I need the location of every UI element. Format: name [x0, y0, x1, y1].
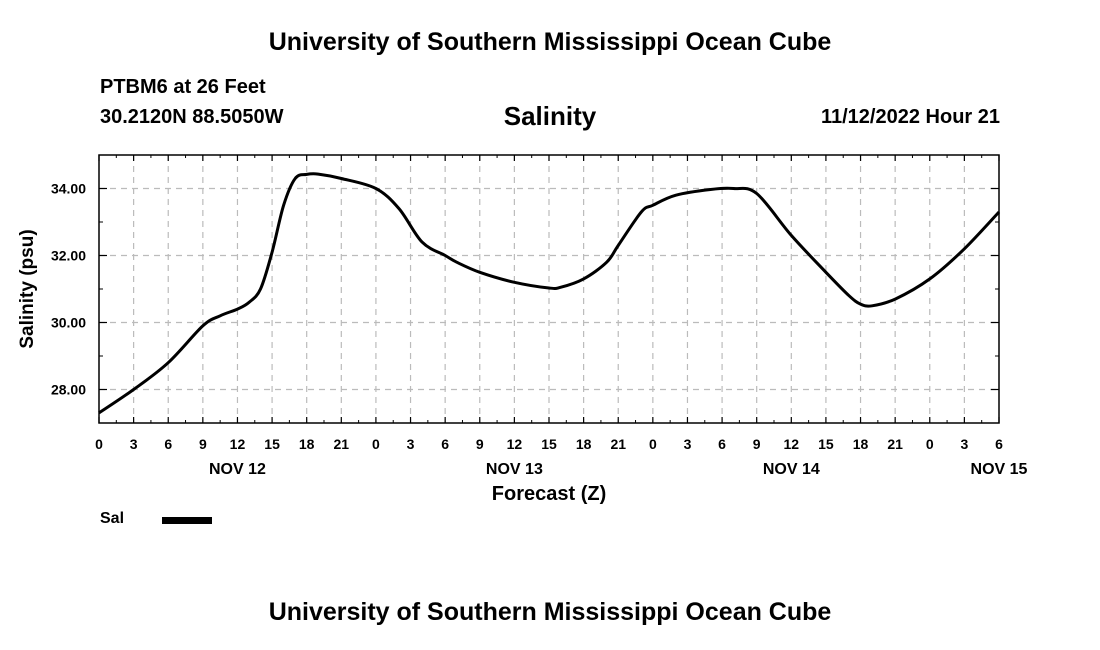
x-tick-label: 0 [95, 436, 103, 452]
x-tick-label: 9 [199, 436, 207, 452]
x-tick-label: 15 [541, 436, 557, 452]
x-tick-label: 9 [753, 436, 761, 452]
x-tick-label: 6 [441, 436, 449, 452]
x-tick-label: 3 [407, 436, 415, 452]
x-tick-label: 3 [130, 436, 138, 452]
header-title: University of Southern Mississippi Ocean… [268, 28, 832, 56]
x-tick-label: 9 [476, 436, 484, 452]
x-tick-label: 21 [610, 436, 626, 452]
datetime-label: 11/12/2022 Hour 21 [820, 106, 1000, 128]
series-group [98, 172, 1001, 415]
x-tick-label: 12 [230, 436, 246, 452]
x-tick-label: 0 [372, 436, 380, 452]
x-tick-label: 18 [853, 436, 869, 452]
station-label: PTBM6 at 26 Feet [100, 76, 266, 98]
y-tick-label: 28.00 [51, 382, 86, 398]
day-label: NOV 14 [763, 461, 820, 478]
day-label: NOV 13 [486, 461, 543, 478]
y-tick-label: 32.00 [51, 248, 86, 264]
x-tick-label: 6 [164, 436, 172, 452]
y-tick-label: 34.00 [51, 181, 86, 197]
x-tick-label: 15 [264, 436, 280, 452]
x-tick-label: 6 [718, 436, 726, 452]
x-tick-label: 21 [887, 436, 903, 452]
x-tick-label: 21 [334, 436, 350, 452]
x-tick-label: 18 [299, 436, 315, 452]
x-tick-label: 15 [818, 436, 834, 452]
x-tick-label: 0 [926, 436, 934, 452]
x-tick-label: 0 [649, 436, 657, 452]
day-label: NOV 12 [209, 461, 266, 478]
coordinates-label: 30.2120N 88.5050W [100, 106, 284, 128]
x-axis-label: Forecast (Z) [492, 483, 606, 505]
day-label: NOV 15 [971, 461, 1028, 478]
plot-frame [98, 154, 1000, 424]
x-tick-label: 3 [684, 436, 692, 452]
grid [99, 155, 999, 423]
x-tick-label: 12 [784, 436, 800, 452]
axis-labels: 0 3 6 9 12 15 18 21 0 3 6 9 12 15 18 21 0 3 6 9 12 15 18 21 0 3 6 N… [51, 181, 1028, 479]
y-tick-label: 30.00 [51, 315, 86, 331]
legend-swatch [162, 517, 212, 524]
x-tick-label: 18 [576, 436, 592, 452]
x-tick-label: 3 [960, 436, 968, 452]
footer-title: University of Southern Mississippi Ocean… [268, 598, 832, 626]
x-tick-label: 12 [507, 436, 523, 452]
y-axis-label: Salinity (psu) [17, 229, 38, 348]
legend-label: Sal [100, 510, 125, 527]
chart-title: Salinity [503, 101, 597, 131]
series-line-sal [98, 172, 1001, 415]
x-tick-label: 6 [995, 436, 1003, 452]
